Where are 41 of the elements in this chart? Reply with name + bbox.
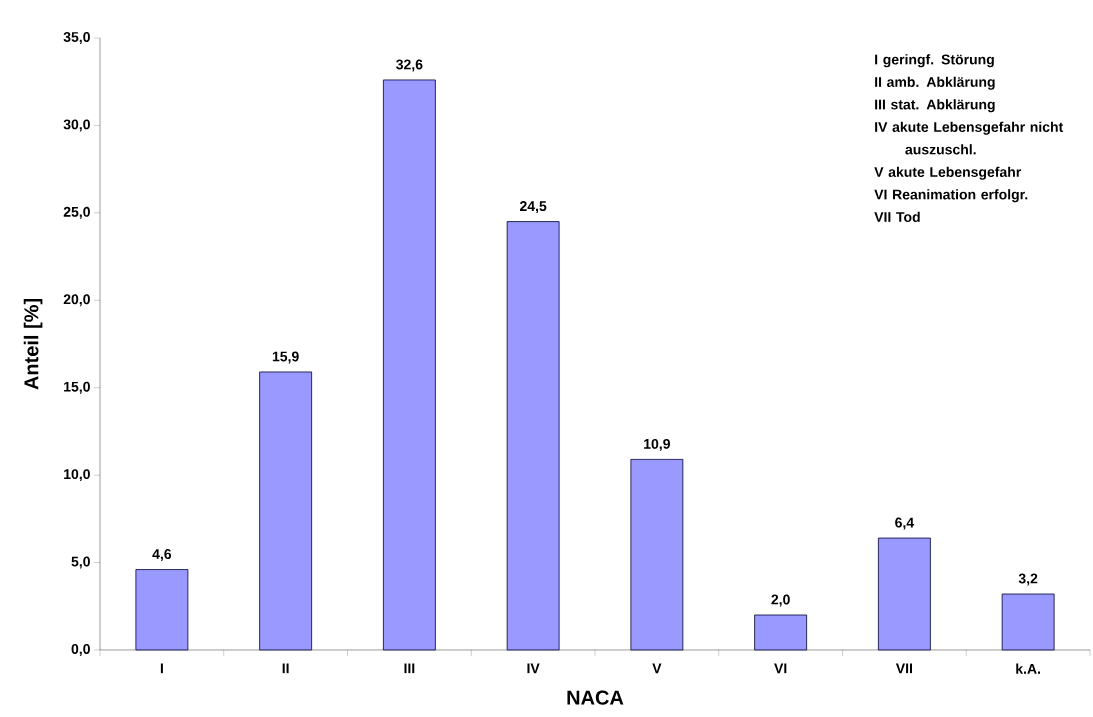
data-label: 15,9 <box>272 351 299 364</box>
y-tick-label: 10,0 <box>64 469 90 482</box>
annotation: VI Reanimation erfolgr. <box>874 189 1028 203</box>
y-tick-label: 30,0 <box>63 119 90 132</box>
x-tick-label: VII <box>895 663 912 674</box>
annotation: II amb. Abklärung <box>875 76 995 90</box>
bar <box>135 569 189 651</box>
y-tick-label: 20,0 <box>63 294 90 307</box>
annotation: IV akute Lebensgefahr nicht auszuschl. <box>875 121 1064 155</box>
x-tick-label: V <box>652 663 662 674</box>
bar <box>754 614 808 651</box>
annotation: III stat. Abklärung <box>875 99 995 113</box>
y-axis-title: Anteil [%] <box>23 299 43 390</box>
annotation: V akute Lebensgefahr <box>874 166 1022 180</box>
annotation: I geringf. Störung <box>875 54 994 68</box>
x-tick-label: III <box>404 663 415 674</box>
bar <box>382 79 436 651</box>
bar <box>259 371 313 651</box>
x-axis-title: NACA <box>567 690 624 705</box>
annotation: VII Tod <box>874 211 920 222</box>
y-tick-label: 15,0 <box>64 381 90 394</box>
data-label: 3,2 <box>1018 573 1038 586</box>
x-tick-label: k.A. <box>1016 663 1040 674</box>
y-tick-label: 25,0 <box>63 206 90 219</box>
bar <box>630 458 684 651</box>
bar <box>1001 593 1055 651</box>
bar <box>877 537 931 651</box>
data-label: 6,4 <box>895 517 915 530</box>
y-tick-label: 0,0 <box>71 644 90 656</box>
bar <box>506 221 560 651</box>
data-label: 4,6 <box>152 549 172 562</box>
x-tick-label: VI <box>774 663 787 674</box>
data-label: 2,0 <box>771 594 790 607</box>
y-tick-label: 35,0 <box>63 32 90 44</box>
x-tick-label: II <box>282 663 289 674</box>
y-tick-label: 5,0 <box>71 556 90 569</box>
x-tick-label: IV <box>527 663 540 674</box>
x-tick-label: I <box>160 663 163 674</box>
data-label: 10,9 <box>644 438 670 451</box>
data-label: 32,6 <box>396 59 423 72</box>
data-label: 24,5 <box>519 201 547 214</box>
